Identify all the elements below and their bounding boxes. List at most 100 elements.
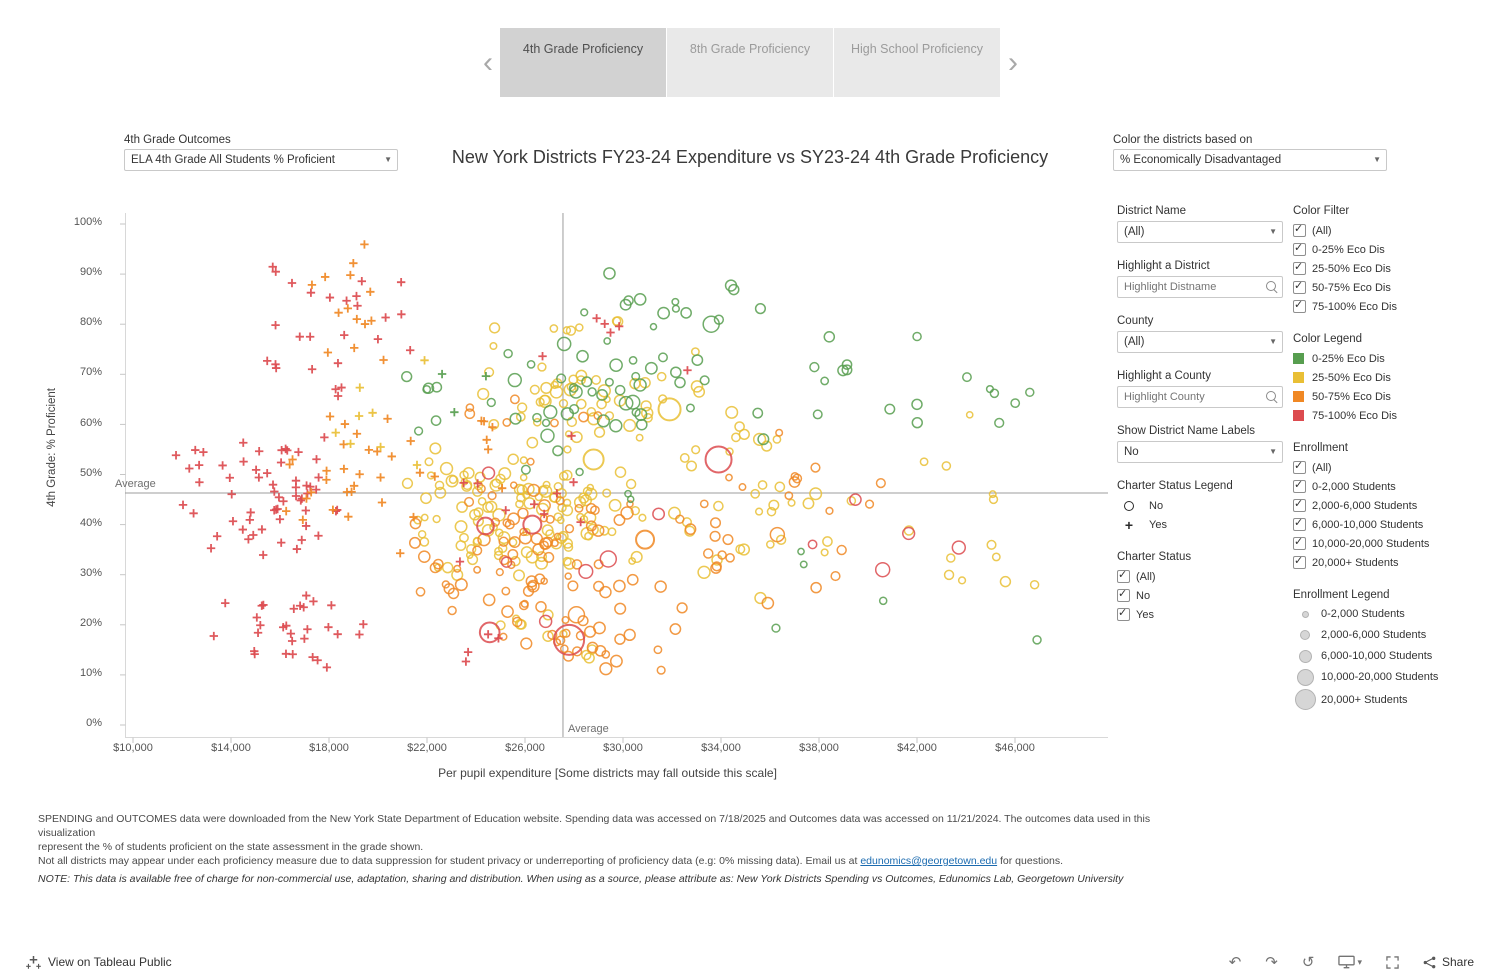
green-swatch-icon — [1293, 353, 1304, 364]
color-legend: Color Legend 0-25% Eco Dis 25-50% Eco Di… — [1293, 333, 1493, 425]
tab-high-school-proficiency[interactable]: High School Proficiency — [834, 28, 1000, 97]
color-legend-row[interactable]: 50-75% Eco Dis — [1293, 387, 1493, 406]
size-circle-icon — [1298, 649, 1312, 663]
download-button[interactable]: ▾ — [1338, 955, 1362, 969]
x-tick-label: $30,000 — [603, 742, 643, 754]
county-label: County — [1117, 315, 1154, 327]
attribution-note: NOTE: This data is available free of cha… — [38, 873, 1124, 885]
checkbox-charter-yes[interactable]: Yes — [1117, 605, 1283, 624]
checkbox-color-50-75[interactable]: 50-75% Eco Dis — [1293, 278, 1493, 297]
undo-icon[interactable]: ↶ — [1228, 954, 1242, 971]
size-circle-icon — [1296, 668, 1314, 686]
charter-status-legend-label: Charter Status Legend — [1117, 480, 1233, 492]
highlight-district-input[interactable] — [1118, 278, 1262, 296]
checkbox-color-25-50[interactable]: 25-50% Eco Dis — [1293, 259, 1493, 278]
checkbox-label: No — [1136, 589, 1151, 602]
x-tick-label: $38,000 — [799, 742, 839, 754]
y-tick-label: 100% — [73, 216, 102, 228]
enrollment-legend-row: 10,000-20,000 Students — [1293, 668, 1493, 686]
color-legend-row[interactable]: 75-100% Eco Dis — [1293, 406, 1493, 425]
checkbox-icon — [1117, 587, 1130, 602]
download-monitor-icon — [1338, 955, 1356, 969]
y-tick-label: 0% — [86, 717, 102, 729]
highlight-county-input[interactable] — [1118, 388, 1262, 406]
checkbox-color-all[interactable]: (All) — [1293, 221, 1493, 240]
checkbox-enrollment-0-2000[interactable]: 0-2,000 Students — [1293, 477, 1493, 496]
share-button[interactable]: Share — [1423, 955, 1474, 969]
checkbox-enrollment-6000-10000[interactable]: 6,000-10,000 Students — [1293, 515, 1493, 534]
reset-icon[interactable]: ↺ — [1301, 954, 1315, 971]
fullscreen-button[interactable] — [1386, 955, 1399, 969]
search-icon — [1266, 391, 1276, 401]
svg-text:Average: Average — [568, 723, 609, 735]
checkbox-icon — [1293, 298, 1306, 313]
checkbox-color-0-25[interactable]: 0-25% Eco Dis — [1293, 240, 1493, 259]
checkbox-label: 20,000+ Students — [1312, 556, 1399, 569]
checkbox-enrollment-10000-20000[interactable]: 10,000-20,000 Students — [1293, 534, 1493, 553]
y-tick-label: 40% — [79, 517, 102, 529]
tabs-prev-button[interactable]: ‹ — [483, 45, 493, 79]
enrollment-legend-item-label: 10,000-20,000 Students — [1321, 671, 1439, 683]
checkbox-label: (All) — [1136, 570, 1156, 583]
color-legend-row[interactable]: 0-25% Eco Dis — [1293, 349, 1493, 368]
red-swatch-icon — [1293, 410, 1304, 421]
show-labels-filter: Show District Name Labels No ▼ — [1117, 425, 1283, 463]
district-name-select[interactable]: (All) ▼ — [1117, 221, 1283, 243]
view-on-tableau-public-label: View on Tableau Public — [48, 955, 172, 969]
size-circle-icon — [1294, 689, 1316, 710]
share-label: Share — [1441, 955, 1474, 969]
size-circle-icon — [1300, 630, 1310, 640]
outcome-select[interactable]: ELA 4th Grade All Students % Proficient … — [124, 149, 398, 171]
charter-legend-yes-row: + Yes — [1117, 515, 1283, 534]
footnote-line-2: represent the % of students proficient o… — [38, 841, 424, 853]
color-legend-label: Color Legend — [1293, 333, 1363, 345]
tab-label: 8th Grade Proficiency — [689, 42, 811, 56]
outcome-parameter-label: 4th Grade Outcomes — [124, 134, 231, 146]
county-select[interactable]: (All) ▼ — [1117, 331, 1283, 353]
checkbox-icon — [1293, 535, 1306, 550]
county-filter: County (All) ▼ — [1117, 315, 1283, 353]
checkbox-color-75-100[interactable]: 75-100% Eco Dis — [1293, 297, 1493, 316]
scatter-canvas[interactable]: Average Average — [105, 205, 1110, 750]
show-labels-label: Show District Name Labels — [1117, 425, 1256, 437]
checkbox-label: 10,000-20,000 Students — [1312, 537, 1430, 550]
enrollment-legend-row: 2,000-6,000 Students — [1293, 626, 1493, 644]
highlight-district-label: Highlight a District — [1117, 260, 1210, 272]
size-circle-icon — [1301, 610, 1309, 618]
color-legend-row[interactable]: 25-50% Eco Dis — [1293, 368, 1493, 387]
checkbox-charter-all[interactable]: (All) — [1117, 567, 1283, 586]
checkbox-icon — [1293, 554, 1306, 569]
y-tick-label: 10% — [79, 667, 102, 679]
tab-4th-grade-proficiency[interactable]: 4th Grade Proficiency — [500, 28, 666, 97]
checkbox-label: 25-50% Eco Dis — [1312, 262, 1391, 275]
color-filter: Color Filter (All) 0-25% Eco Dis 25-50% … — [1293, 205, 1493, 316]
checkbox-label: 50-75% Eco Dis — [1312, 281, 1391, 294]
checkbox-icon — [1293, 516, 1306, 531]
checkbox-icon — [1293, 222, 1306, 237]
color-by-select[interactable]: % Economically Disadvantaged ▼ — [1113, 149, 1387, 171]
share-icon — [1423, 956, 1436, 968]
charter-status-legend: Charter Status Legend No + Yes — [1117, 480, 1283, 534]
checkbox-label: 0-2,000 Students — [1312, 480, 1396, 493]
checkbox-enrollment-20000-plus[interactable]: 20,000+ Students — [1293, 553, 1493, 572]
charter-status-label: Charter Status — [1117, 551, 1192, 563]
redo-icon[interactable]: ↷ — [1265, 954, 1278, 971]
color-by-parameter: Color the districts based on % Economica… — [1113, 134, 1387, 171]
tab-8th-grade-proficiency[interactable]: 8th Grade Proficiency — [667, 28, 833, 97]
color-legend-item-label: 0-25% Eco Dis — [1312, 352, 1385, 365]
email-link[interactable]: edunomics@georgetown.edu — [860, 855, 998, 867]
checkbox-label: Yes — [1136, 608, 1154, 621]
checkbox-enrollment-2000-6000[interactable]: 2,000-6,000 Students — [1293, 496, 1493, 515]
chart-title: New York Districts FY23-24 Expenditure v… — [451, 147, 1049, 167]
highlight-county-search — [1117, 386, 1283, 408]
show-labels-select[interactable]: No ▼ — [1117, 441, 1283, 463]
checkbox-label: (All) — [1312, 461, 1332, 474]
checkbox-icon — [1293, 279, 1306, 294]
search-icon — [1266, 281, 1276, 291]
checkbox-label: 6,000-10,000 Students — [1312, 518, 1424, 531]
checkbox-enrollment-all[interactable]: (All) — [1293, 458, 1493, 477]
tabs-next-button[interactable]: › — [1008, 45, 1018, 79]
x-tick-label: $42,000 — [897, 742, 937, 754]
view-on-tableau-public-button[interactable]: View on Tableau Public — [26, 955, 172, 970]
checkbox-charter-no[interactable]: No — [1117, 586, 1283, 605]
